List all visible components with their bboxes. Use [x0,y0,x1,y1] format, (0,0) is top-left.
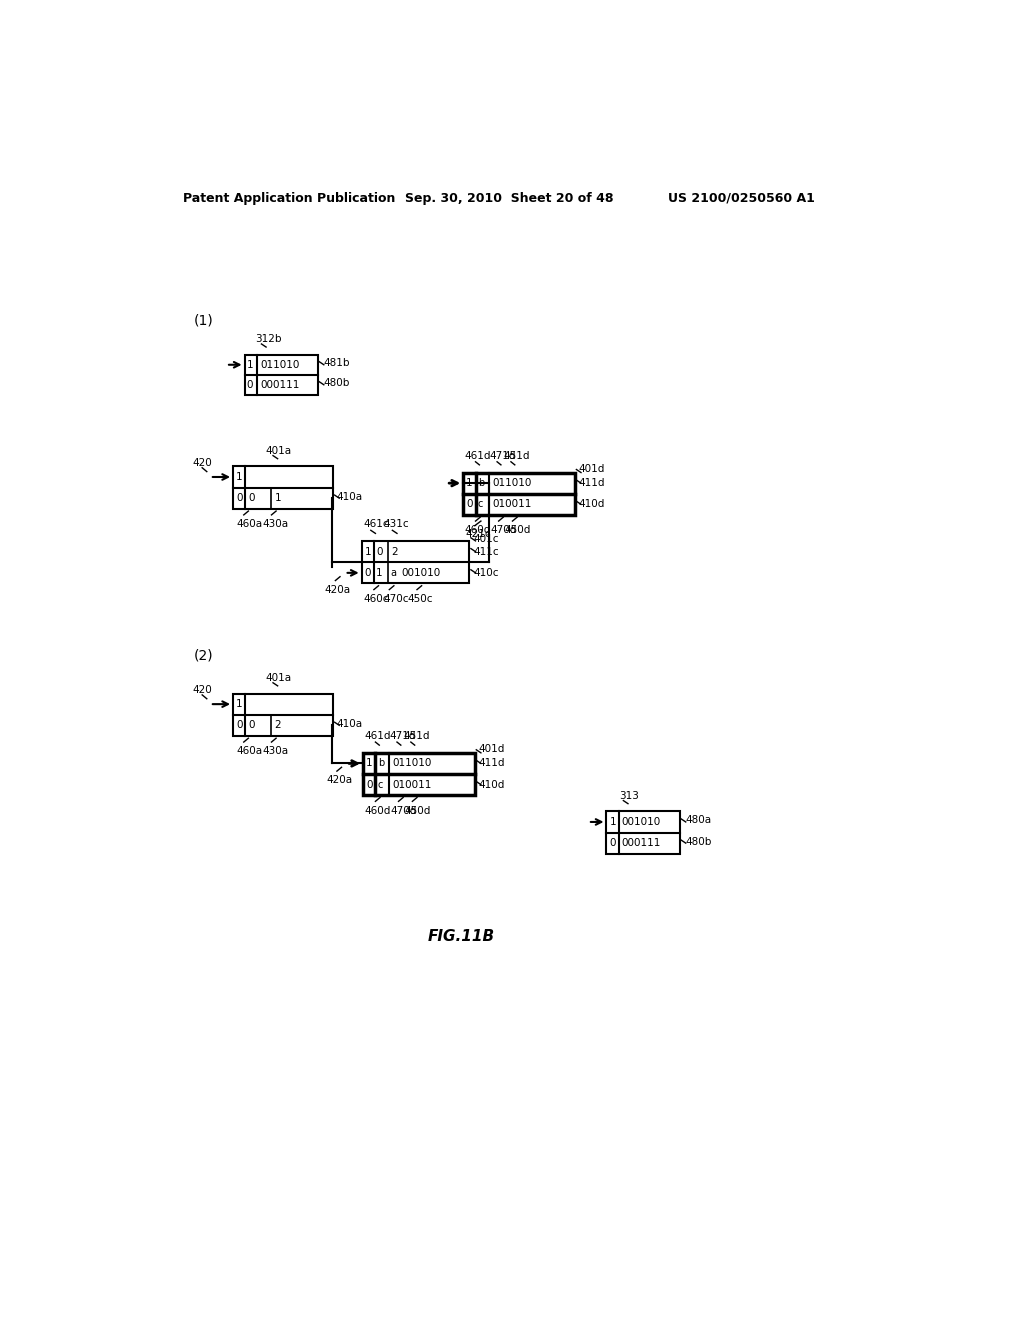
Text: 420a: 420a [325,585,351,595]
Text: Sep. 30, 2010  Sheet 20 of 48: Sep. 30, 2010 Sheet 20 of 48 [406,191,614,205]
Text: 430a: 430a [262,519,289,529]
Text: 471d: 471d [489,450,516,461]
Text: 420a: 420a [326,775,352,785]
Text: 1: 1 [367,759,373,768]
Text: 0: 0 [249,494,255,503]
Text: c: c [378,780,383,789]
Text: 430a: 430a [262,746,289,756]
Text: 1: 1 [376,568,383,578]
Text: 420: 420 [193,685,213,696]
Text: 0: 0 [247,380,253,389]
Text: 410a: 410a [337,719,364,729]
Text: 011010: 011010 [392,759,432,768]
Text: 000111: 000111 [622,838,662,849]
Text: 1: 1 [609,817,616,826]
Text: 011010: 011010 [260,360,299,370]
Text: 460a: 460a [237,746,262,756]
Text: 471d: 471d [389,731,416,741]
Text: 410c: 410c [473,568,499,578]
Text: 0: 0 [609,838,616,849]
Text: 010011: 010011 [493,499,531,510]
Bar [606,812,680,854]
Text: 313: 313 [618,791,639,801]
Text: FIG.11B: FIG.11B [428,928,496,944]
Text: 010011: 010011 [392,780,432,789]
Text: c: c [478,499,483,510]
Text: 451d: 451d [403,731,430,741]
Text: b: b [378,759,384,768]
Text: 0: 0 [249,721,255,730]
Text: 0: 0 [466,499,473,510]
Text: 401d: 401d [478,744,505,754]
Text: 461d: 461d [465,450,492,461]
Text: 470c: 470c [384,594,410,603]
Text: 401c: 401c [473,535,499,544]
Text: 0: 0 [365,568,371,578]
Text: 411c: 411c [473,546,499,557]
Text: 431c: 431c [384,519,410,529]
Bar [364,752,475,795]
Text: 410d: 410d [478,780,505,789]
Text: US 2100/0250560 A1: US 2100/0250560 A1 [668,191,815,205]
Text: 410d: 410d [579,499,605,510]
Text: 312b: 312b [255,334,282,345]
Text: (1): (1) [194,313,213,327]
Text: 480b: 480b [686,837,712,846]
Bar [361,541,469,583]
Text: 450d: 450d [404,805,431,816]
Text: 000111: 000111 [260,380,299,389]
Text: 420: 420 [193,458,213,469]
Text: 011010: 011010 [493,478,531,488]
Text: b: b [478,478,484,488]
Text: 460d: 460d [465,525,492,536]
Text: 410a: 410a [337,491,364,502]
Text: 1: 1 [237,700,243,709]
Text: 2: 2 [274,721,282,730]
Text: 401d: 401d [579,463,605,474]
Text: 411d: 411d [478,759,505,768]
Text: 421c: 421c [466,529,492,539]
Text: 460a: 460a [237,519,262,529]
Text: 401a: 401a [265,673,292,684]
Text: 1: 1 [237,473,243,482]
Text: 1: 1 [274,494,282,503]
Text: (2): (2) [194,648,213,663]
Text: 0: 0 [367,780,373,789]
Text: 461d: 461d [365,731,391,741]
Text: 461c: 461c [364,519,389,529]
Text: 411d: 411d [579,478,605,488]
Bar [245,355,317,395]
Text: 480a: 480a [686,816,712,825]
Text: 480b: 480b [324,379,350,388]
Text: 450c: 450c [407,594,432,603]
Text: a: a [390,568,396,578]
Text: 0: 0 [237,494,243,503]
Text: 0: 0 [376,546,383,557]
Text: 470d: 470d [391,805,417,816]
Text: 001010: 001010 [401,568,441,578]
Bar [463,473,574,515]
Text: 451d: 451d [503,450,529,461]
Text: 450d: 450d [505,525,531,536]
Text: 1: 1 [365,546,372,557]
Text: 2: 2 [391,546,398,557]
Text: 481b: 481b [324,358,350,368]
Text: 460d: 460d [365,805,391,816]
Text: 401a: 401a [265,446,292,455]
Text: Patent Application Publication: Patent Application Publication [183,191,395,205]
Text: 001010: 001010 [622,817,662,826]
Text: 470d: 470d [490,525,517,536]
Text: 1: 1 [247,360,254,370]
Bar [233,693,333,737]
Text: 460c: 460c [364,594,388,603]
Text: 1: 1 [466,478,473,488]
Text: 0: 0 [237,721,243,730]
Bar [233,466,333,508]
